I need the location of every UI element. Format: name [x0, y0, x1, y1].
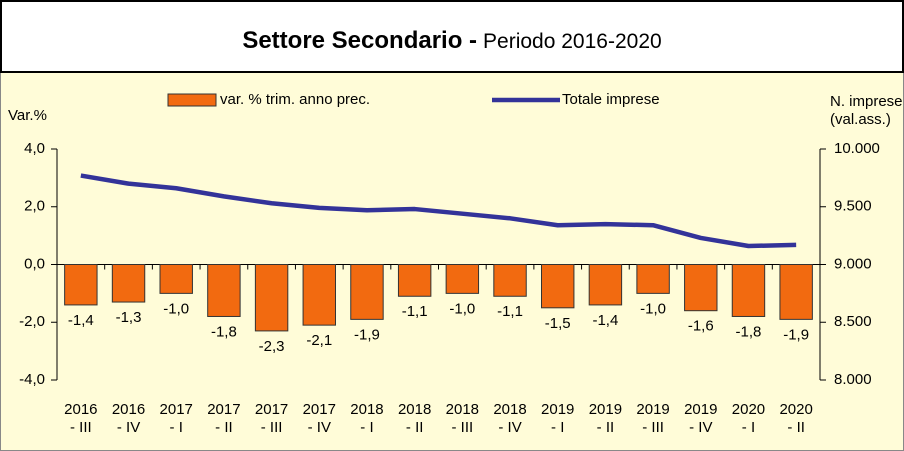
- x-tick-label: 2016: [64, 401, 97, 418]
- x-tick-label: - I: [742, 419, 755, 436]
- legend-label: Totale imprese: [562, 91, 660, 108]
- chart-title: Settore Secondario -: [242, 27, 477, 54]
- bar: [636, 264, 670, 294]
- x-tick-label: - II: [787, 419, 805, 436]
- bar: [254, 264, 289, 332]
- data-label: -1,1: [497, 303, 523, 320]
- x-tick-label: 2018: [493, 401, 526, 418]
- title-line: Settore Secondario - Periodo 2016-2020: [242, 27, 661, 54]
- x-tick-label: 2017: [160, 401, 193, 418]
- bar: [302, 264, 336, 326]
- x-tick-label: - I: [170, 419, 183, 436]
- x-tick-label: - II: [215, 419, 233, 436]
- y-axis-label: Var.%: [8, 107, 47, 124]
- x-tick-label: 2019: [589, 401, 622, 418]
- data-label: -1,6: [688, 318, 714, 335]
- data-label: -1,0: [640, 300, 666, 317]
- data-label: -1,8: [736, 323, 762, 340]
- legend-swatch: [167, 93, 217, 107]
- title-box: [0, 0, 904, 73]
- line: [80, 173, 797, 249]
- y2-tick-label: 9.500: [834, 198, 872, 215]
- x-tick-label: 2019: [684, 401, 717, 418]
- x-tick-label: - IV: [498, 419, 521, 436]
- bar: [350, 264, 384, 320]
- y2-tick-label: 9.000: [834, 255, 872, 272]
- x-tick-label: - III: [70, 419, 92, 436]
- chart-subtitle: Periodo 2016-2020: [483, 30, 662, 53]
- x-tick-label: - III: [642, 419, 664, 436]
- data-label: -1,0: [163, 300, 189, 317]
- x-tick-label: 2019: [541, 401, 574, 418]
- y-tick-label: 0,0: [24, 255, 45, 272]
- data-label: -2,1: [306, 332, 332, 349]
- data-label: -1,0: [449, 300, 475, 317]
- bar: [159, 264, 193, 294]
- data-label: -1,4: [592, 312, 618, 329]
- data-label: -1,3: [116, 309, 142, 326]
- bar: [684, 264, 718, 312]
- bar: [779, 264, 813, 320]
- x-tick-label: - III: [261, 419, 283, 436]
- y2-tick-label: 8.000: [834, 371, 872, 388]
- x-tick-label: - II: [597, 419, 615, 436]
- y-tick-label: 2,0: [24, 198, 45, 215]
- y-tick-label: -2,0: [19, 313, 45, 330]
- x-tick-label: - I: [551, 419, 564, 436]
- bar: [207, 264, 241, 317]
- x-tick-label: - IV: [308, 419, 331, 436]
- x-tick-label: 2020: [779, 401, 812, 418]
- x-tick-label: - IV: [117, 419, 140, 436]
- x-tick-label: 2018: [350, 401, 383, 418]
- bar: [397, 264, 432, 297]
- bar: [64, 264, 98, 306]
- data-label: -1,5: [545, 315, 571, 332]
- x-tick-label: - I: [360, 419, 373, 436]
- data-label: -2,3: [259, 338, 285, 355]
- data-label: -1,4: [68, 312, 94, 329]
- bar: [111, 264, 146, 303]
- legend-label: var. % trim. anno prec.: [220, 91, 370, 108]
- bar: [445, 264, 480, 294]
- x-tick-label: 2020: [732, 401, 765, 418]
- y2-axis-label: (val.ass.): [830, 111, 891, 128]
- data-label: -1,9: [354, 326, 380, 343]
- bar: [588, 264, 623, 306]
- bar: [731, 264, 766, 317]
- y-tick-label: -4,0: [19, 371, 45, 388]
- x-tick-label: - II: [406, 419, 424, 436]
- x-tick-label: 2016: [112, 401, 145, 418]
- y2-tick-label: 10.000: [834, 140, 880, 157]
- data-label: -1,9: [783, 326, 809, 343]
- y-tick-label: 4,0: [24, 140, 45, 157]
- x-tick-label: 2017: [207, 401, 240, 418]
- bar: [541, 264, 575, 309]
- x-tick-label: 2019: [636, 401, 669, 418]
- x-tick-label: 2018: [398, 401, 431, 418]
- data-label: -1,8: [211, 323, 237, 340]
- x-tick-label: - IV: [689, 419, 712, 436]
- x-tick-label: 2017: [255, 401, 288, 418]
- y2-axis-label: N. imprese: [830, 93, 903, 110]
- x-tick-label: 2018: [446, 401, 479, 418]
- data-label: -1,1: [402, 303, 428, 320]
- x-tick-label: - III: [452, 419, 474, 436]
- bar: [493, 264, 527, 297]
- x-tick-label: 2017: [303, 401, 336, 418]
- y2-tick-label: 8.500: [834, 313, 872, 330]
